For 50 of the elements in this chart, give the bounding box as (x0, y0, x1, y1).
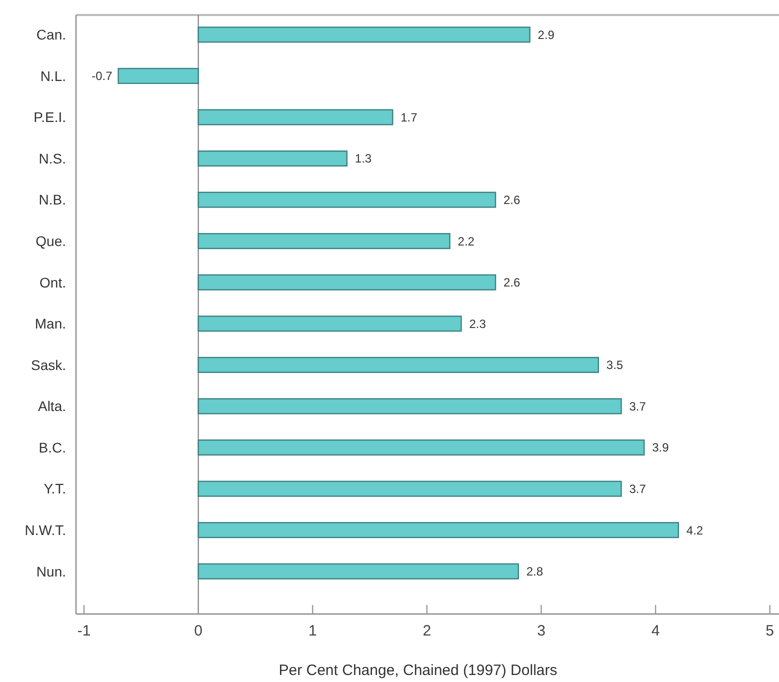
y-tick-label: Nun. (36, 563, 66, 580)
data-label: 2.2 (458, 234, 475, 248)
bar (198, 356, 599, 373)
data-label: 2.9 (538, 28, 555, 42)
x-tick-label: 4 (651, 622, 660, 640)
y-tick-label: Y.T. (44, 480, 66, 497)
data-label: 4.2 (686, 523, 704, 538)
data-label: 3.7 (629, 399, 646, 414)
data-label: 2.3 (469, 316, 486, 331)
bar (198, 192, 496, 208)
y-tick-label: N.W.T. (24, 522, 66, 538)
bar (198, 233, 450, 250)
bar (198, 522, 680, 538)
bar (198, 439, 645, 456)
bar (198, 274, 496, 290)
data-label: 1.3 (354, 152, 372, 166)
data-label: -0.7 (92, 69, 113, 84)
y-tick-label: N.S. (38, 150, 66, 166)
bar (198, 150, 348, 167)
data-label: 2.8 (526, 564, 544, 579)
x-tick-label: 5 (766, 622, 774, 640)
bar (198, 316, 462, 332)
x-tick-label: 3 (537, 622, 546, 640)
x-tick-label: 1 (308, 622, 317, 640)
bar (118, 68, 199, 84)
y-tick-label: Man. (34, 316, 66, 332)
x-tick-label: 0 (194, 622, 202, 640)
data-label: 3.7 (629, 482, 646, 496)
x-tick-label: -1 (77, 622, 91, 640)
x-axis-title: Per Cent Change, Chained (1997) Dollars (278, 662, 558, 679)
data-label: 2.6 (504, 192, 521, 207)
data-label: 2.6 (504, 276, 521, 290)
bar (198, 26, 530, 43)
bar (198, 563, 519, 580)
y-tick-label: N.L. (40, 68, 66, 84)
y-tick-label: B.C. (38, 439, 66, 456)
y-tick-label: Can. (36, 26, 66, 43)
y-tick-label: Ont. (40, 274, 66, 290)
y-tick-label: Sask. (30, 356, 66, 373)
y-tick-label: N.B. (38, 192, 66, 208)
data-label: 1.7 (400, 110, 418, 124)
y-tick-label: P.E.I. (34, 109, 66, 126)
x-tick-label: 2 (422, 622, 432, 640)
data-label: 3.9 (652, 440, 670, 455)
y-tick-label: Que. (36, 232, 66, 249)
bar (198, 109, 394, 126)
bar (198, 480, 622, 497)
y-tick-label: Alta. (38, 398, 66, 414)
data-label: 3.5 (606, 358, 624, 372)
bar (198, 398, 622, 414)
